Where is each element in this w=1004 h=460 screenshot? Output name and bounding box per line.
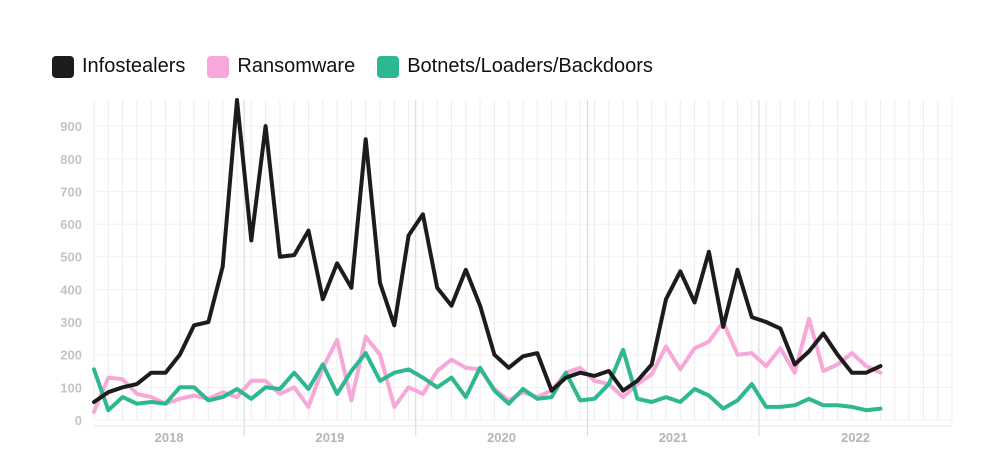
- legend-swatch-ransomware: [207, 55, 230, 78]
- y-tick-label: 200: [60, 348, 82, 363]
- legend-item-botnets[interactable]: Botnets/Loaders/Backdoors: [377, 55, 653, 78]
- y-tick-label: 500: [60, 250, 82, 265]
- y-tick-label: 700: [60, 184, 82, 199]
- legend-swatch-botnets: [377, 55, 400, 78]
- y-tick-label: 300: [60, 315, 82, 330]
- legend-label-botnets: Botnets/Loaders/Backdoors: [407, 55, 653, 77]
- chart-legend: Infostealers Ransomware Botnets/Loaders/…: [52, 55, 675, 78]
- y-tick-label: 800: [60, 152, 82, 167]
- x-year-label: 2019: [315, 430, 344, 445]
- series-line-infostealers: [92, 98, 883, 404]
- y-tick-label: 0: [75, 413, 82, 428]
- y-tick-label: 900: [60, 119, 82, 134]
- legend-swatch-infostealers: [52, 55, 74, 78]
- legend-item-infostealers[interactable]: Infostealers: [52, 55, 185, 78]
- x-year-label: 2022: [841, 430, 870, 445]
- legend-label-infostealers: Infostealers: [82, 55, 186, 77]
- legend-label-ransomware: Ransomware: [237, 55, 356, 77]
- y-tick-label: 400: [60, 282, 82, 297]
- x-year-label: 2018: [155, 430, 184, 445]
- x-year-label: 2021: [659, 430, 688, 445]
- y-tick-label: 600: [60, 217, 82, 232]
- x-year-label: 2020: [487, 430, 516, 445]
- series-line-botnets: [92, 347, 883, 413]
- y-tick-label: 100: [60, 380, 82, 395]
- legend-item-ransomware[interactable]: Ransomware: [207, 55, 355, 78]
